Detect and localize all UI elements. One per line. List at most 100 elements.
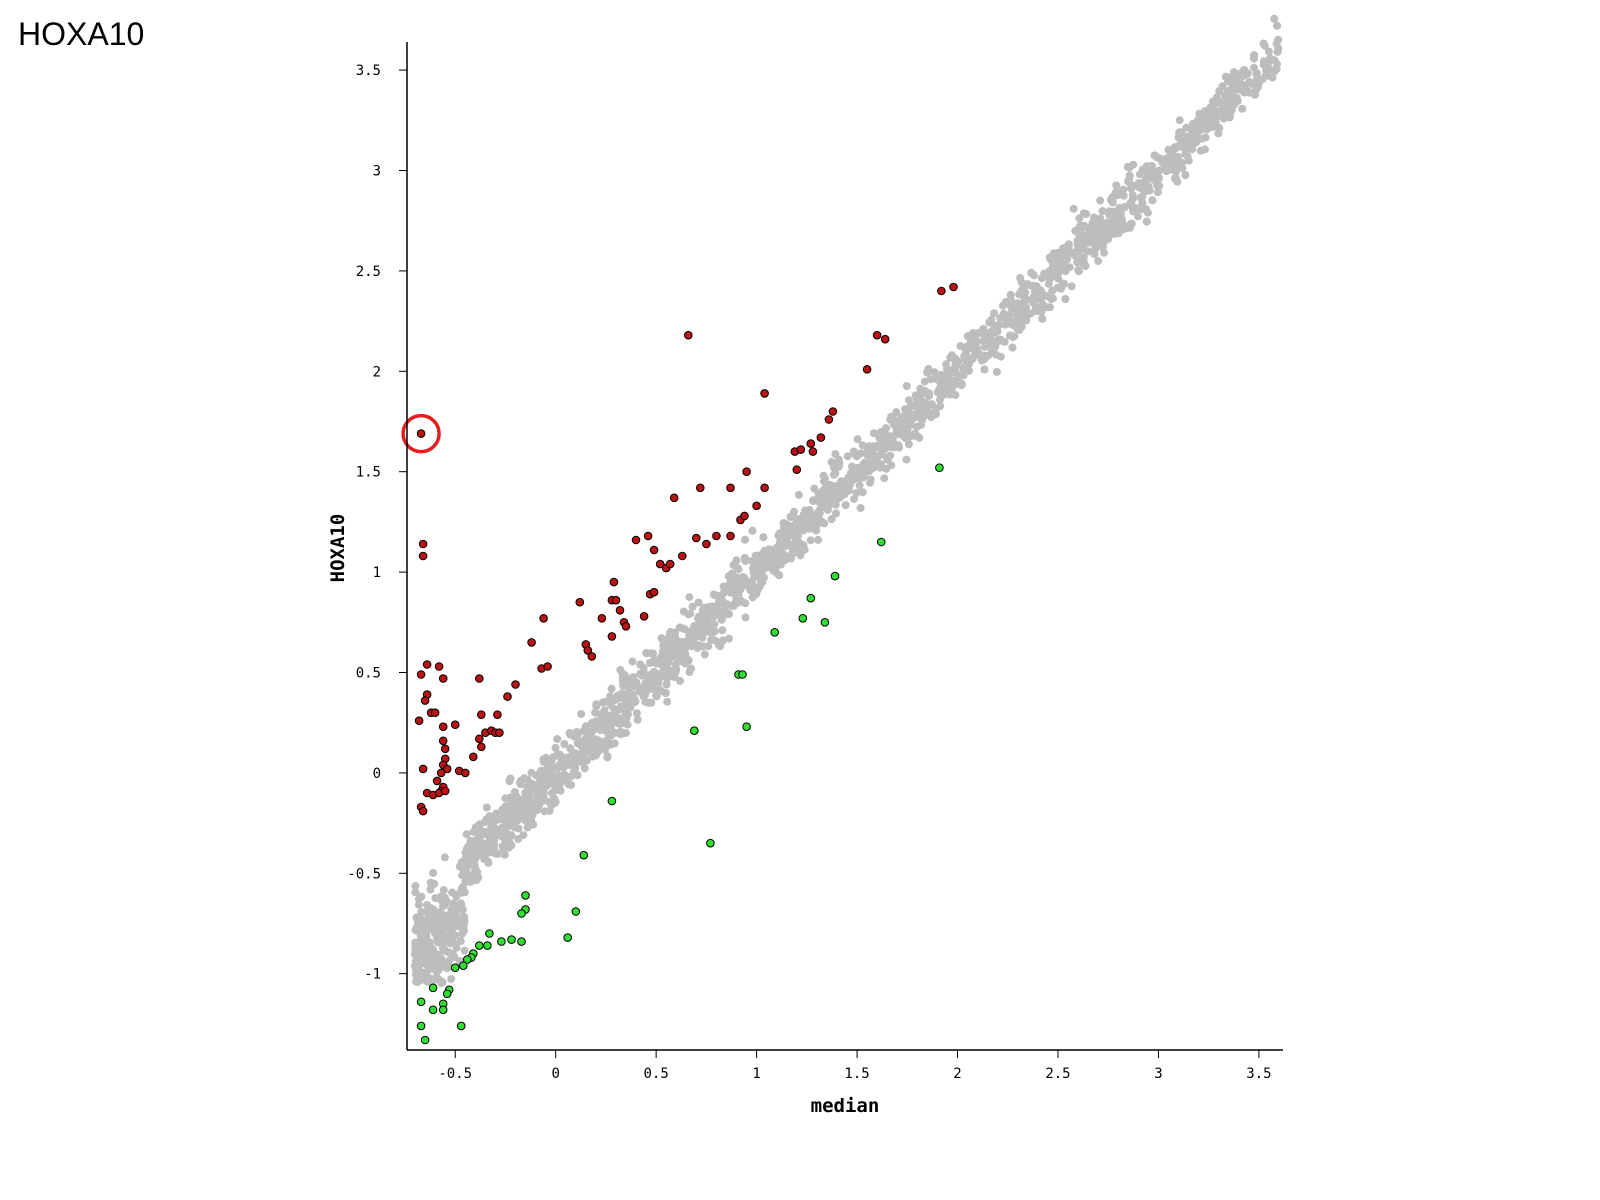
background-point bbox=[877, 428, 885, 436]
background-point bbox=[526, 797, 535, 806]
background-point bbox=[447, 975, 456, 983]
background-point bbox=[1137, 205, 1146, 214]
down-point bbox=[442, 989, 452, 999]
background-point bbox=[813, 508, 822, 517]
up-point bbox=[475, 734, 484, 744]
background-point bbox=[705, 602, 714, 611]
background-point bbox=[831, 491, 840, 500]
up-point bbox=[416, 429, 426, 438]
background-point bbox=[719, 607, 728, 616]
background-point bbox=[1048, 286, 1057, 295]
background-point bbox=[709, 590, 718, 599]
background-point bbox=[912, 402, 921, 411]
background-point bbox=[1110, 220, 1119, 229]
x-tick-label: 0 bbox=[551, 1066, 559, 1082]
up-point bbox=[872, 330, 882, 340]
background-point bbox=[1238, 104, 1247, 113]
background-point bbox=[551, 743, 560, 752]
background-point bbox=[746, 583, 755, 592]
background-point bbox=[751, 557, 760, 566]
background-point bbox=[622, 691, 631, 700]
up-point bbox=[816, 433, 826, 442]
background-point bbox=[585, 731, 594, 739]
background-point bbox=[873, 458, 882, 467]
up-point bbox=[461, 768, 470, 778]
background-point bbox=[851, 473, 860, 482]
background-point bbox=[843, 452, 852, 461]
background-point bbox=[555, 750, 564, 759]
background-point bbox=[432, 967, 441, 976]
background-point bbox=[1067, 282, 1076, 291]
up-point bbox=[414, 716, 424, 726]
background-point bbox=[800, 545, 809, 554]
y-tick-label: 1 bbox=[373, 565, 381, 581]
up-point bbox=[792, 465, 802, 475]
background-point bbox=[534, 790, 543, 798]
background-point bbox=[455, 862, 464, 871]
background-point bbox=[1002, 314, 1011, 323]
up-point bbox=[669, 493, 679, 503]
background-point bbox=[1037, 308, 1046, 317]
background-point bbox=[438, 927, 447, 936]
background-point bbox=[1203, 116, 1212, 125]
down-point bbox=[690, 726, 699, 736]
background-point bbox=[1209, 97, 1218, 106]
background-point bbox=[809, 496, 818, 505]
up-point bbox=[796, 445, 806, 454]
background-point bbox=[618, 676, 627, 685]
background-point bbox=[1029, 293, 1038, 302]
x-tick-label: 3 bbox=[1154, 1066, 1162, 1082]
up-point bbox=[655, 559, 665, 569]
up-point bbox=[422, 660, 432, 669]
background-point bbox=[776, 534, 785, 543]
background-point bbox=[515, 795, 523, 804]
background-point bbox=[449, 899, 458, 908]
background-point bbox=[1270, 56, 1279, 65]
background-point bbox=[423, 901, 432, 910]
up-point bbox=[742, 467, 751, 477]
background-point bbox=[888, 440, 897, 448]
background-point bbox=[1140, 187, 1149, 196]
up-point bbox=[539, 614, 548, 623]
background-point bbox=[817, 517, 826, 526]
background-point bbox=[590, 741, 599, 750]
background-point bbox=[1021, 288, 1030, 297]
background-point bbox=[778, 549, 787, 558]
background-point bbox=[892, 408, 901, 417]
background-point bbox=[805, 506, 814, 514]
background-point bbox=[959, 371, 968, 380]
background-point bbox=[718, 626, 727, 635]
background-point bbox=[1273, 47, 1282, 56]
up-point bbox=[418, 551, 428, 561]
background-point bbox=[916, 390, 925, 399]
background-point bbox=[601, 745, 609, 754]
down-point bbox=[517, 909, 526, 918]
up-point bbox=[862, 365, 872, 374]
background-point bbox=[1173, 177, 1182, 186]
background-point bbox=[980, 337, 989, 346]
background-point bbox=[413, 917, 422, 926]
background-point bbox=[860, 469, 869, 478]
background-point bbox=[555, 783, 564, 792]
background-point bbox=[705, 624, 714, 632]
background-point bbox=[598, 698, 607, 707]
down-point bbox=[483, 941, 492, 950]
up-point bbox=[621, 622, 631, 631]
background-point bbox=[664, 666, 673, 675]
background-point bbox=[587, 719, 596, 728]
background-point bbox=[454, 922, 463, 931]
background-point bbox=[1022, 295, 1031, 304]
background-point bbox=[654, 684, 663, 693]
background-point bbox=[1270, 14, 1279, 23]
background-point bbox=[814, 535, 823, 544]
background-point bbox=[560, 740, 569, 748]
background-point bbox=[871, 452, 880, 461]
background-point bbox=[1274, 35, 1283, 44]
background-point bbox=[1061, 295, 1070, 303]
background-point bbox=[422, 908, 431, 917]
background-point bbox=[956, 342, 965, 350]
background-point bbox=[1249, 54, 1258, 63]
background-point bbox=[672, 665, 680, 674]
background-point bbox=[704, 642, 713, 651]
